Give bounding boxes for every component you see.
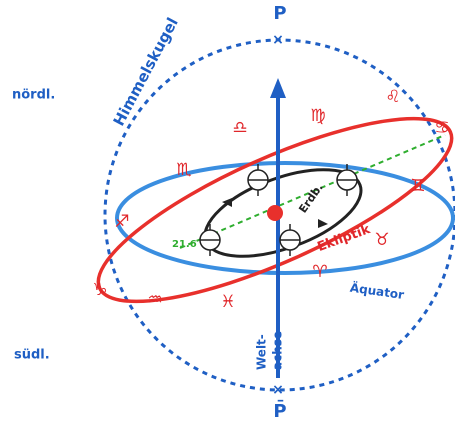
north-label: nördl.	[12, 88, 55, 103]
zodiac-sign: ♍	[310, 106, 325, 126]
ecliptic-label: Ekliptik	[315, 222, 372, 255]
pole-mark: ×	[272, 382, 284, 398]
south-label: südl.	[14, 348, 50, 363]
north-pole-label: P	[273, 3, 286, 24]
zodiac-sign: ♏	[176, 160, 191, 180]
equator	[115, 161, 455, 275]
celestial-sphere	[103, 38, 455, 392]
sphere-label: Himmelskugel	[110, 15, 182, 129]
zodiac-sign: ♎	[232, 118, 247, 138]
zodiac-sign: ♐	[114, 212, 129, 232]
zodiac-sign: ♓	[220, 292, 235, 312]
axis-label: Welt-	[255, 334, 269, 370]
solstice-line	[179, 134, 446, 249]
axis-label: achse	[271, 331, 285, 370]
ecliptic	[96, 116, 454, 304]
zodiac-sign: ♒	[147, 290, 162, 310]
zodiac-sign: ♑	[92, 280, 107, 300]
orbit-label: Erdb.	[296, 181, 326, 215]
south-pole-label: P̄	[273, 400, 286, 422]
zodiac-sign: ♋	[434, 118, 449, 138]
axis-arrow	[270, 78, 286, 98]
zodiac-sign: ♊	[410, 176, 425, 196]
equator-label: Äquator	[349, 280, 405, 302]
zodiac-sign: ♈	[312, 262, 327, 282]
earth-icons	[199, 164, 358, 256]
zodiac-sign: ♉	[374, 230, 389, 250]
zodiac-sign: ♌	[385, 87, 400, 107]
solstice-label: 21.6	[172, 239, 197, 250]
sun	[267, 205, 283, 221]
pole-mark: ×	[272, 32, 284, 48]
